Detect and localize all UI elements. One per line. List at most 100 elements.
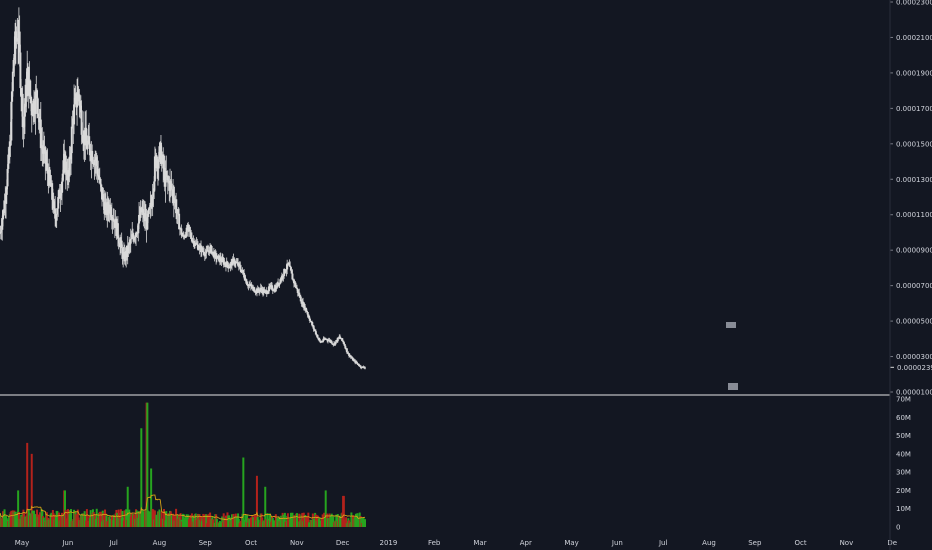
candle-body xyxy=(305,310,308,313)
candle-body xyxy=(193,240,196,246)
candle-body xyxy=(175,212,178,214)
candle-body xyxy=(2,210,5,220)
time-axis-label: Nov xyxy=(290,539,304,547)
candle-body xyxy=(133,237,136,241)
time-axis-label: May xyxy=(564,539,578,547)
candle-body xyxy=(364,367,367,369)
candle-body xyxy=(182,235,185,237)
candle-body xyxy=(171,189,174,191)
candle-body xyxy=(280,275,283,280)
candle-body xyxy=(178,213,181,230)
candle-body xyxy=(93,159,96,166)
candle-body xyxy=(151,196,154,206)
candle-body xyxy=(14,31,17,55)
candle-body xyxy=(153,156,156,182)
volume-bar xyxy=(221,516,224,527)
volume-bar xyxy=(350,512,353,527)
candle-body xyxy=(169,181,172,184)
volume-bar xyxy=(191,515,194,527)
candle-body xyxy=(102,194,105,202)
candle-body xyxy=(357,364,360,366)
candle-body xyxy=(7,154,10,169)
candle-body xyxy=(341,338,344,341)
candle-body xyxy=(187,225,190,231)
candle-body xyxy=(188,227,191,232)
volume-bar xyxy=(152,509,155,527)
candle-body xyxy=(119,243,122,247)
candle-body xyxy=(322,338,325,342)
candle-body xyxy=(77,89,80,95)
candle-body xyxy=(265,290,268,294)
candle-body xyxy=(197,248,200,250)
time-axis-label: Sep xyxy=(748,539,762,547)
volume-bar xyxy=(140,428,143,527)
volume-bar xyxy=(335,514,338,527)
candle-body xyxy=(23,116,26,127)
candle-body xyxy=(136,233,139,235)
candle-body xyxy=(26,71,29,97)
marker-square-lower[interactable] xyxy=(728,383,738,390)
candle-body xyxy=(42,148,45,154)
volume-bar xyxy=(125,509,128,527)
time-axis[interactable]: May Jun Jul Aug Sep Oct Nov Dec 2019 Feb Mar Apr May… xyxy=(15,539,897,547)
candle-body xyxy=(1,219,4,230)
candle-body xyxy=(157,159,160,169)
time-axis-label: Aug xyxy=(702,539,716,547)
candle-body xyxy=(175,200,178,214)
candle-body xyxy=(221,258,224,261)
volume-bar xyxy=(215,518,218,527)
candle-body xyxy=(81,134,84,142)
candle-body xyxy=(61,173,64,182)
candle-body xyxy=(33,100,36,113)
candle-body xyxy=(195,242,198,244)
candle-body xyxy=(88,143,91,156)
candle-body xyxy=(107,201,110,210)
candle-body xyxy=(356,363,359,365)
candle-body xyxy=(308,315,311,319)
candle-body xyxy=(13,54,16,61)
volume-bar xyxy=(332,516,335,527)
candle-body xyxy=(96,165,99,176)
candle-body xyxy=(8,141,11,157)
candle-body xyxy=(211,251,214,254)
candle-body xyxy=(141,209,144,213)
candle-body xyxy=(12,60,15,72)
volume-bar xyxy=(295,513,298,527)
candle-body xyxy=(172,190,175,198)
candle-body xyxy=(6,168,9,187)
volume-axis[interactable]: 0 10M 20M 30M 40M 50M 60M 70M xyxy=(896,396,911,532)
candle-body xyxy=(11,71,14,92)
candle-body xyxy=(250,286,253,288)
volume-tick-label: 50M xyxy=(896,432,911,440)
time-axis-label: Jul xyxy=(658,539,668,547)
candle-body xyxy=(0,229,3,232)
candle-body xyxy=(243,277,246,281)
candle-body xyxy=(138,214,141,224)
time-axis-label: May xyxy=(15,539,29,547)
candle-body xyxy=(75,93,78,108)
candle-body xyxy=(316,334,319,338)
candle-body xyxy=(95,157,98,166)
volume-bar xyxy=(283,512,286,527)
candle-body xyxy=(305,307,308,311)
candle-body xyxy=(226,261,229,266)
volume-bar xyxy=(70,509,73,527)
candle-body xyxy=(313,328,316,330)
candle-body xyxy=(260,287,263,290)
candle-body xyxy=(233,258,236,264)
candle-body xyxy=(62,160,65,174)
candle-body xyxy=(310,321,313,323)
candle-body xyxy=(0,231,2,233)
candle-body xyxy=(132,234,135,238)
volume-bar xyxy=(10,510,13,527)
time-axis-label: Jun xyxy=(61,539,73,547)
candle-body xyxy=(86,142,89,149)
candle-body xyxy=(198,246,201,249)
candle-body xyxy=(344,345,347,349)
marker-square-upper[interactable] xyxy=(726,322,736,328)
candle-body xyxy=(290,270,293,274)
